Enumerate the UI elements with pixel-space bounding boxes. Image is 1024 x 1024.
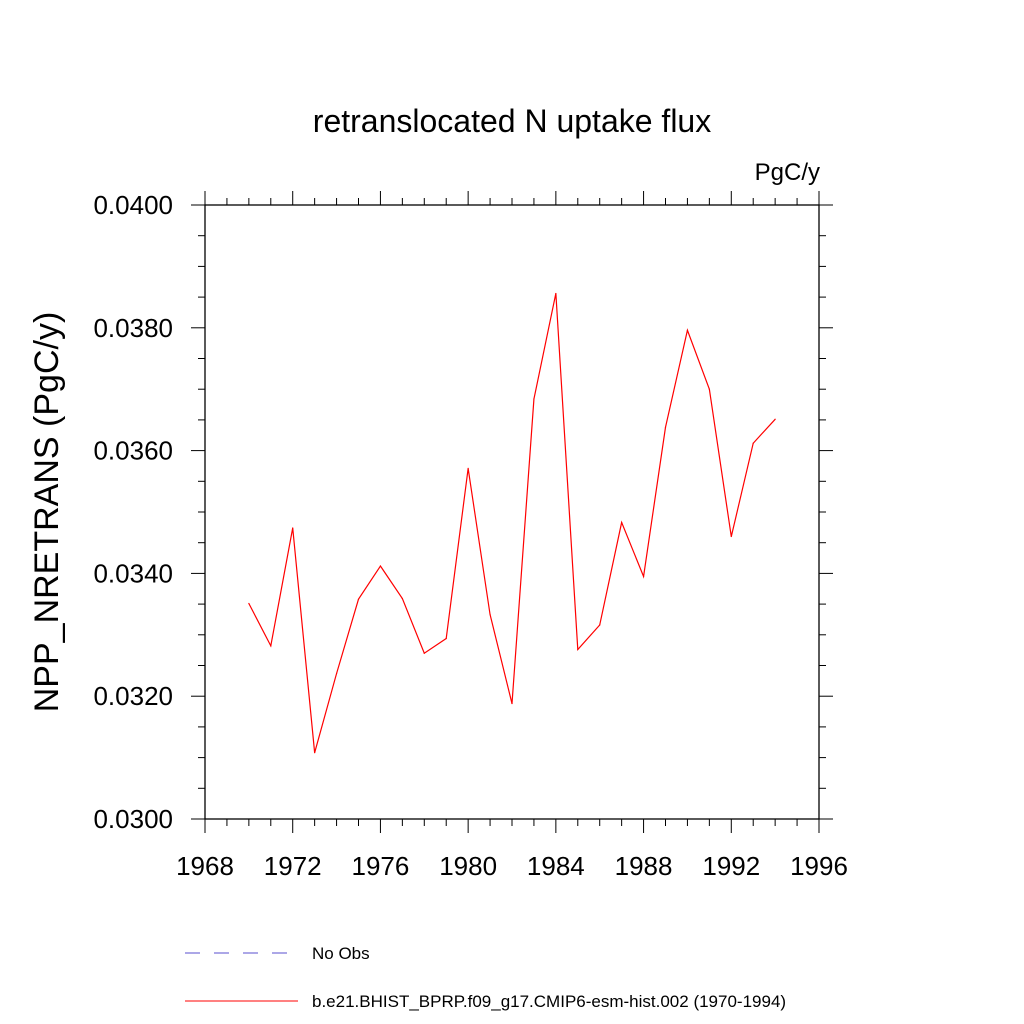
series-layer [248,292,776,754]
data-point [686,329,689,331]
y-tick-label: 0.0300 [93,804,173,834]
x-tick-label: 1980 [439,851,497,881]
legend-label-model: b.e21.BHIST_BPRP.f09_g17.CMIP6-esm-hist.… [312,992,786,1011]
y-tick-labels: 0.0300 0.0320 0.0340 0.0360 0.0380 0.0400 [93,190,173,834]
x-tick-label: 1984 [527,851,585,881]
data-point [335,672,338,675]
legend: No Obs b.e21.BHIST_BPRP.f09_g17.CMIP6-es… [185,944,786,1011]
y-axis-label: NPP_NRETRANS (PgC/y) [28,312,66,713]
plot-frame [204,204,820,820]
units-label: PgC/y [755,159,820,186]
data-point [511,702,513,705]
data-point [401,597,403,600]
axis-ticks [191,191,833,833]
data-point [314,752,316,754]
data-point [730,535,732,538]
x-tick-label: 1996 [790,851,848,881]
legend-label-no-obs: No Obs [312,944,370,963]
data-point [752,442,754,444]
data-point [379,565,382,567]
y-tick-label: 0.0380 [93,313,173,343]
x-tick-label: 1988 [615,851,673,881]
data-point [357,598,360,600]
series-line [248,293,776,753]
y-tick-label: 0.0400 [93,190,173,220]
data-point [774,418,776,420]
data-point [533,398,535,400]
data-point [248,602,250,605]
y-tick-label: 0.0360 [93,436,173,466]
data-point [599,624,601,626]
data-point [423,652,425,654]
chart-title: retranslocated N uptake flux [313,103,711,139]
y-tick-label: 0.0320 [93,681,173,711]
data-point [708,388,710,390]
data-point [555,292,557,295]
data-point [664,426,667,428]
x-tick-labels: 1968 1972 1976 1980 1984 1988 1992 1996 [176,851,848,881]
data-point [621,521,623,524]
data-point [467,467,469,470]
y-tick-label: 0.0340 [93,558,173,588]
data-point [270,645,272,647]
x-tick-label: 1972 [264,851,322,881]
data-point [445,637,447,640]
data-point [292,527,294,529]
x-tick-label: 1992 [702,851,760,881]
data-point [577,648,579,651]
data-point [489,613,491,616]
data-point [642,575,645,578]
x-tick-label: 1976 [352,851,410,881]
x-tick-label: 1968 [176,851,234,881]
